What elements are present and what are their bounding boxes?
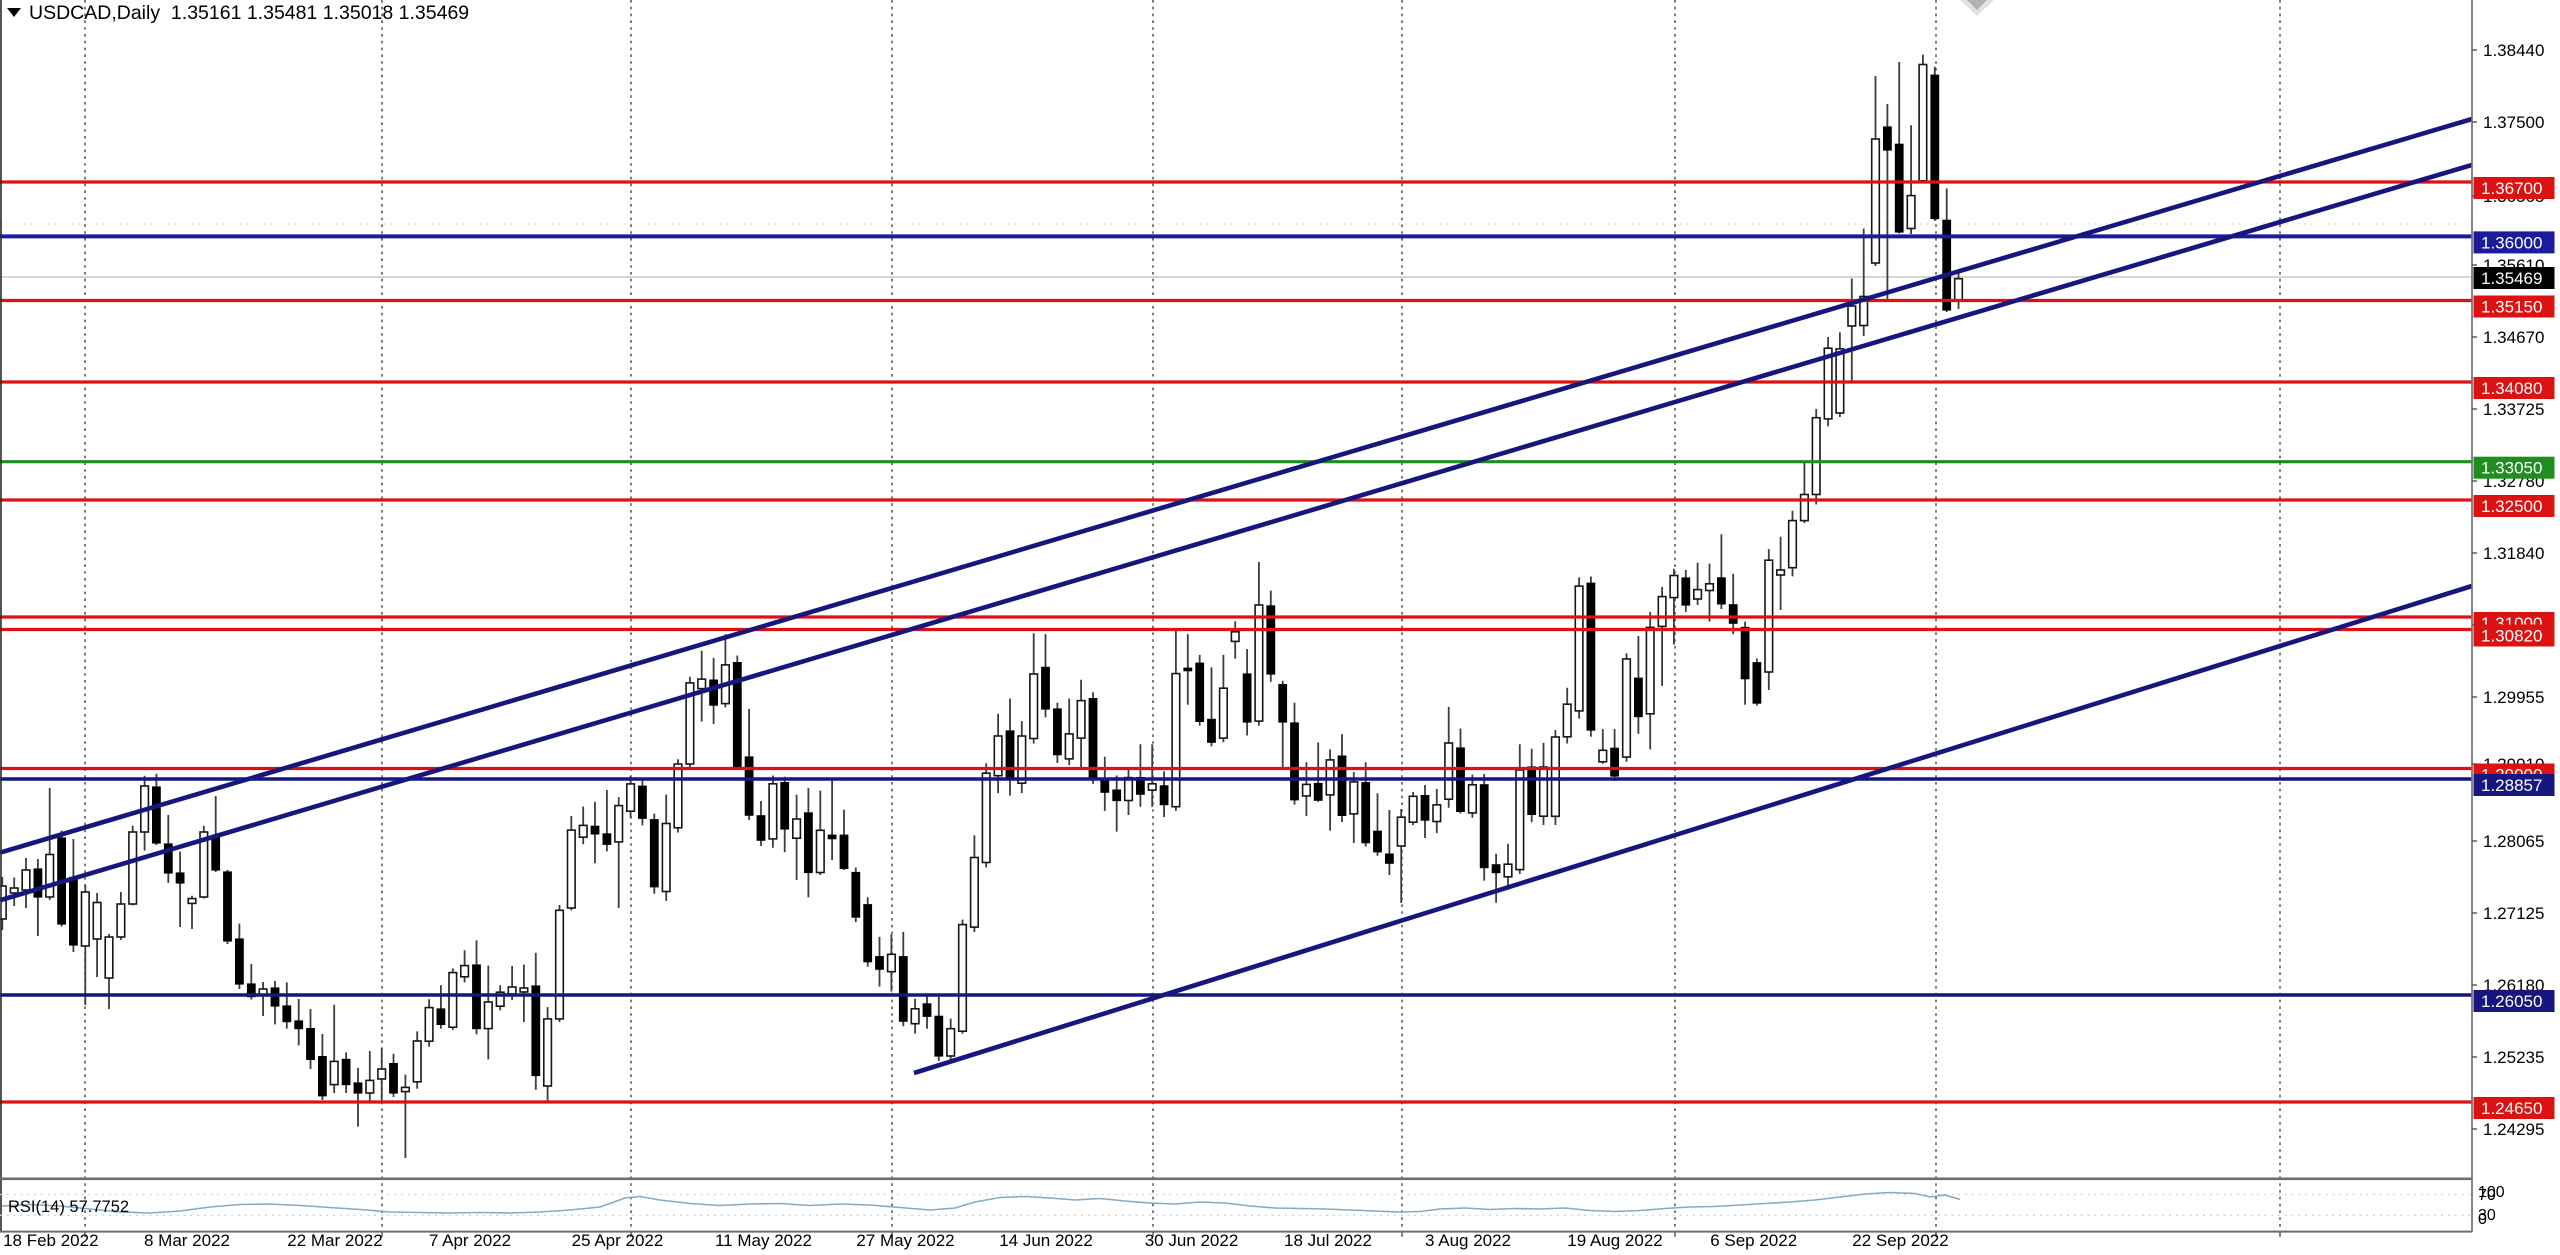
svg-text:1.34080: 1.34080 [2481,379,2542,398]
svg-text:1.33725: 1.33725 [2483,400,2544,419]
svg-text:1.31840: 1.31840 [2483,544,2544,563]
svg-text:30 Jun 2022: 30 Jun 2022 [1145,1231,1239,1250]
svg-text:3 Aug 2022: 3 Aug 2022 [1425,1231,1511,1250]
svg-text:0: 0 [2478,1211,2487,1228]
svg-text:1.29955: 1.29955 [2483,688,2544,707]
svg-text:USDCAD,Daily 1.35161 1.35481: USDCAD,Daily 1.35161 1.35481 1.35018 1.3… [29,2,469,24]
svg-text:19 Aug 2022: 19 Aug 2022 [1567,1231,1662,1250]
svg-text:18 Jul 2022: 18 Jul 2022 [1284,1231,1372,1250]
svg-text:11 May 2022: 11 May 2022 [715,1231,812,1250]
svg-text:1.35150: 1.35150 [2481,298,2542,317]
svg-text:6 Sep 2022: 6 Sep 2022 [1710,1231,1797,1250]
svg-text:8 Mar 2022: 8 Mar 2022 [144,1231,230,1250]
svg-text:27 May 2022: 27 May 2022 [856,1231,954,1250]
svg-text:14 Jun 2022: 14 Jun 2022 [999,1231,1093,1250]
svg-text:1.30820: 1.30820 [2481,627,2542,646]
svg-text:100: 100 [2478,1184,2505,1201]
svg-text:1.35469: 1.35469 [2481,269,2542,288]
svg-text:22 Sep 2022: 22 Sep 2022 [1852,1231,1948,1250]
svg-text:RSI(14) 57.7752: RSI(14) 57.7752 [8,1198,129,1216]
svg-text:1.38440: 1.38440 [2483,41,2544,60]
svg-text:1.25235: 1.25235 [2483,1048,2544,1067]
svg-text:1.27125: 1.27125 [2483,904,2544,923]
svg-text:1.26050: 1.26050 [2481,992,2542,1011]
svg-text:1.28065: 1.28065 [2483,832,2544,851]
svg-text:7 Apr 2022: 7 Apr 2022 [429,1231,511,1250]
svg-text:1.24650: 1.24650 [2481,1099,2542,1118]
svg-text:1.24295: 1.24295 [2483,1120,2544,1139]
svg-text:25 Apr 2022: 25 Apr 2022 [572,1231,664,1250]
svg-text:30: 30 [2478,1207,2496,1224]
svg-text:1.32500: 1.32500 [2481,497,2542,516]
svg-text:1.36000: 1.36000 [2481,233,2542,252]
svg-text:1.28857: 1.28857 [2481,776,2542,795]
svg-text:1.34670: 1.34670 [2483,328,2544,347]
svg-text:18 Feb 2022: 18 Feb 2022 [3,1231,98,1250]
svg-text:22 Mar 2022: 22 Mar 2022 [287,1231,382,1250]
svg-text:1.37500: 1.37500 [2483,113,2544,132]
svg-text:70: 70 [2478,1187,2496,1204]
svg-text:1.33050: 1.33050 [2481,459,2542,478]
svg-text:1.36700: 1.36700 [2481,179,2542,198]
